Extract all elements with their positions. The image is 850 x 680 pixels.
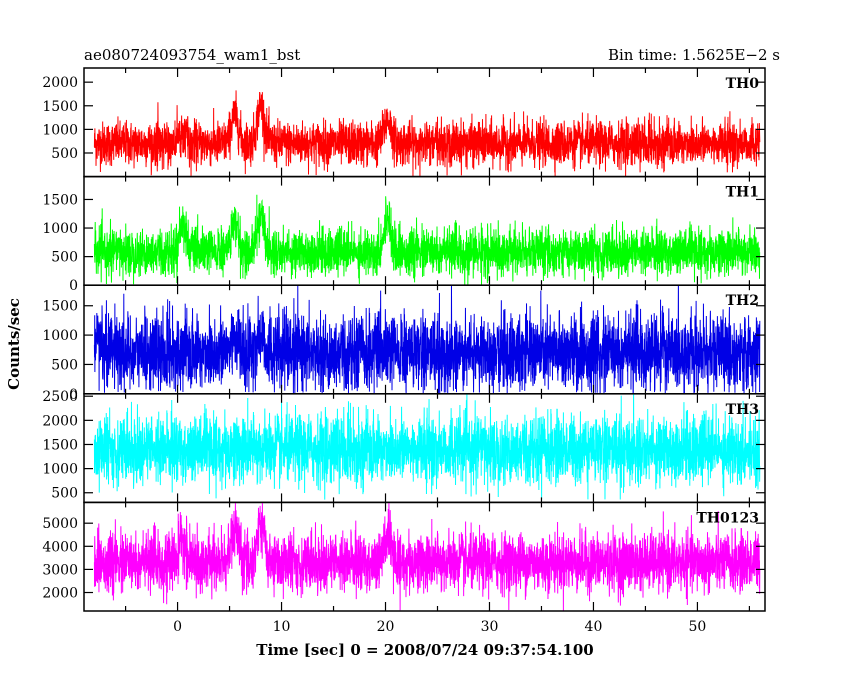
x-tick-label: 50 (689, 619, 707, 635)
y-tick-label: 1500 (42, 437, 78, 453)
y-tick-label: 1000 (42, 328, 78, 344)
x-tick-label: 10 (273, 619, 291, 635)
x-axis-label: Time [sec] 0 = 2008/07/24 09:37:54.100 (256, 641, 593, 659)
y-tick-label: 2500 (42, 389, 78, 405)
panel-label: TH0 (726, 76, 760, 92)
y-axis-label: Counts/sec (5, 298, 23, 390)
trace-th2 (93, 285, 761, 394)
panel-label: TH1 (726, 185, 759, 201)
y-tick-label: 4000 (42, 539, 78, 555)
trace-th0 (93, 90, 761, 177)
y-tick-label: 500 (51, 250, 78, 266)
panel-th3: 500 1000 1500 2000 2500 TH3 (42, 389, 766, 504)
y-tick-label: 1500 (42, 192, 78, 208)
y-tick-label: 1000 (42, 122, 78, 138)
panel-th1: 0 500 1000 1500 TH1 (42, 175, 766, 294)
y-tick-label: 500 (51, 146, 78, 162)
trace-th3 (93, 393, 761, 500)
y-tick-label: 500 (51, 486, 78, 502)
y-tick-label: 1000 (42, 221, 78, 237)
y-tick-label: 2000 (42, 75, 78, 91)
bin-time-label: Bin time: 1.5625E−2 s (608, 46, 780, 64)
y-tick-label: 1500 (42, 99, 78, 115)
chart-title: ae080724093754_wam1_bst (84, 46, 300, 64)
x-tick-label: 20 (377, 619, 395, 635)
panel-th0: 500 1000 1500 2000 TH0 (42, 67, 766, 178)
y-tick-label: 0 (69, 278, 78, 294)
x-tick-label: 30 (481, 619, 499, 635)
panel-frame (83, 501, 766, 612)
y-tick-label: 0 (69, 387, 78, 403)
y-tick-label: 2000 (42, 413, 78, 429)
trace-th1 (93, 194, 761, 286)
panel-label: TH0123 (696, 510, 759, 526)
panel-th0123: 2000 3000 4000 5000 TH0123 (42, 501, 766, 612)
panel-label: TH2 (726, 293, 759, 309)
y-tick-label: 1000 (42, 462, 78, 478)
panel-label: TH3 (726, 402, 759, 418)
y-tick-label: 500 (51, 357, 78, 373)
y-tick-label: 5000 (42, 516, 78, 532)
y-tick-label: 1500 (42, 299, 78, 315)
y-tick-label: 3000 (42, 562, 78, 578)
x-tick-label: 0 (173, 619, 182, 635)
y-tick-label: 2000 (42, 586, 78, 602)
x-tick-label: 40 (585, 619, 603, 635)
trace-th0123 (93, 502, 761, 611)
panel-th2: 0 500 1000 1500 TH2 (42, 284, 766, 403)
